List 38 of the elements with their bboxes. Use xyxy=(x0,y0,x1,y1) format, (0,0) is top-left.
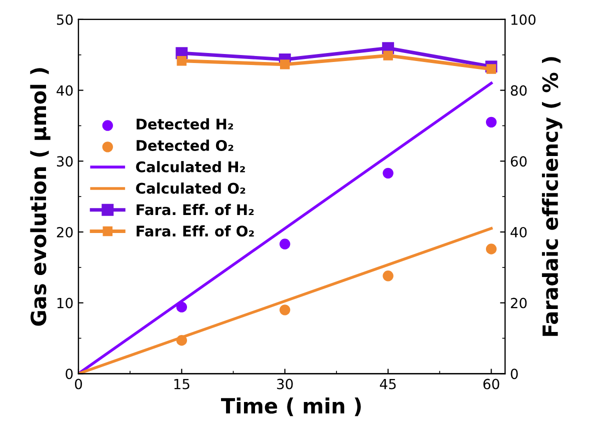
y-tick-label: 10 xyxy=(57,298,73,308)
point xyxy=(280,304,290,316)
y-tick-label: 50 xyxy=(57,14,73,25)
legend-label: Fara. Eff. of O₂ xyxy=(136,225,254,237)
point xyxy=(280,60,290,70)
x-tick-label: 45 xyxy=(380,378,396,390)
y2-axis-title: Faradaic efficiency ( % ) xyxy=(542,57,562,336)
point xyxy=(176,335,188,346)
y2-tick-label: 60 xyxy=(510,156,527,167)
y2-tick-label: 40 xyxy=(510,226,527,238)
y2-tick-label: 0 xyxy=(510,368,518,380)
point xyxy=(176,56,187,66)
x-tick-label: 60 xyxy=(483,378,500,390)
y-tick-label: 20 xyxy=(56,226,73,238)
x-tick-label: 30 xyxy=(277,378,293,390)
point xyxy=(280,238,290,250)
x-axis-title: Time ( min ) xyxy=(221,398,361,416)
x-tick-label: 0 xyxy=(74,378,82,390)
legend-label: Detected O₂ xyxy=(136,140,234,151)
y2-tick-label: 80 xyxy=(510,85,527,96)
point xyxy=(486,244,497,254)
y-axis-title: Gas evolution ( μmol ) xyxy=(30,68,50,326)
legend-label: Calculated O₂ xyxy=(136,182,246,194)
point xyxy=(176,302,188,312)
y-tick-label: 40 xyxy=(56,85,73,96)
y-tick-label: 30 xyxy=(56,156,73,167)
y-tick-label: 0 xyxy=(66,368,73,380)
y2-tick-label: 20 xyxy=(510,298,527,308)
x-tick-label: 15 xyxy=(174,378,190,390)
point xyxy=(486,116,497,128)
legend-label: Detected H₂ xyxy=(136,118,233,130)
y2-tick-label: 100 xyxy=(511,14,536,25)
point xyxy=(382,168,394,179)
legend-label: Fara. Eff. of H₂ xyxy=(136,204,254,216)
legend-label: Calculated H₂ xyxy=(136,161,245,172)
point xyxy=(382,270,394,282)
point xyxy=(383,50,393,60)
point xyxy=(486,64,496,74)
